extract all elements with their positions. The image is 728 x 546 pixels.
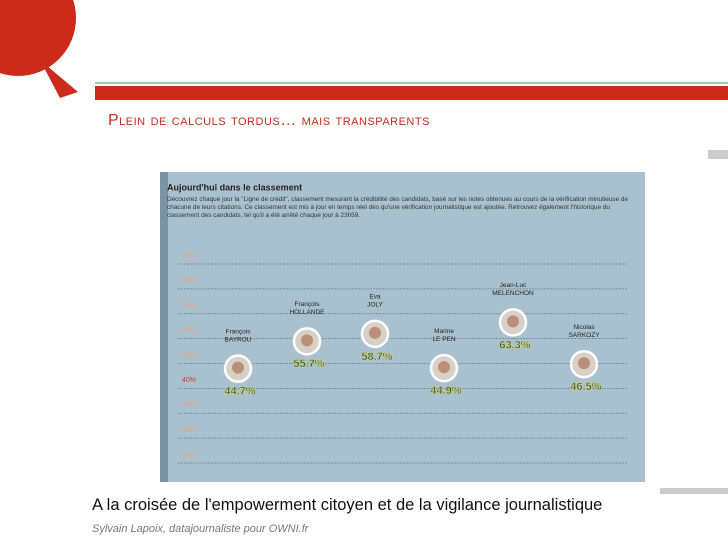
first-name: François xyxy=(295,301,321,308)
chart-title: Aujourd'hui dans le classement xyxy=(167,182,302,192)
last-name: JOLY xyxy=(367,302,383,309)
photo-face xyxy=(301,334,313,347)
value-label: 44.7% xyxy=(224,386,255,398)
last-name: HOLLANDE xyxy=(289,309,325,316)
y-tick-label: 20% xyxy=(182,427,196,434)
slide-title: Plein de calculs tordus… mais transparen… xyxy=(108,112,430,129)
y-tick-label: 10% xyxy=(182,452,196,459)
last-name: BAYROU xyxy=(225,336,252,343)
y-tick-label: 80% xyxy=(182,278,196,285)
first-name: Marine xyxy=(434,328,454,335)
logo-tail xyxy=(40,60,78,98)
caption: A la croisée de l'empowerment citoyen et… xyxy=(92,496,603,514)
chart-subtitle: Découvrez chaque jour la "Ligne de crédi… xyxy=(167,196,629,219)
value-label: 44.9% xyxy=(430,385,461,397)
side-bar xyxy=(660,488,728,494)
value-label: 58.7% xyxy=(361,351,392,363)
chart-edge xyxy=(160,172,168,482)
last-name: LE PEN xyxy=(432,336,455,343)
chart-bg xyxy=(160,172,645,482)
last-name: MELENCHON xyxy=(492,290,534,297)
first-name: François xyxy=(226,328,252,335)
value-label: 55.7% xyxy=(293,358,324,370)
photo-face xyxy=(232,361,244,374)
y-tick-label: 60% xyxy=(182,327,196,334)
y-tick-label: 40% xyxy=(182,377,196,384)
credit: Sylvain Lapoix, datajournaliste pour OWN… xyxy=(92,523,309,535)
first-name: Eva xyxy=(369,294,381,301)
logo xyxy=(0,0,76,76)
photo-face xyxy=(507,315,519,328)
photo-face xyxy=(578,357,590,370)
first-name: Nicolas xyxy=(573,324,595,331)
first-name: Jean-Luc xyxy=(500,282,527,289)
value-label: 63.3% xyxy=(499,339,530,351)
last-name: SARKOZY xyxy=(568,332,600,339)
y-tick-label: 70% xyxy=(182,303,196,310)
y-tick-label: 30% xyxy=(182,402,196,409)
y-tick-label: 90% xyxy=(182,253,196,260)
value-label: 46.5% xyxy=(570,381,601,393)
y-tick-label: 50% xyxy=(182,352,196,359)
photo-face xyxy=(438,361,450,374)
header-line xyxy=(95,82,728,84)
side-bar xyxy=(708,150,728,159)
header-bar xyxy=(95,86,728,100)
photo-face xyxy=(369,326,381,339)
